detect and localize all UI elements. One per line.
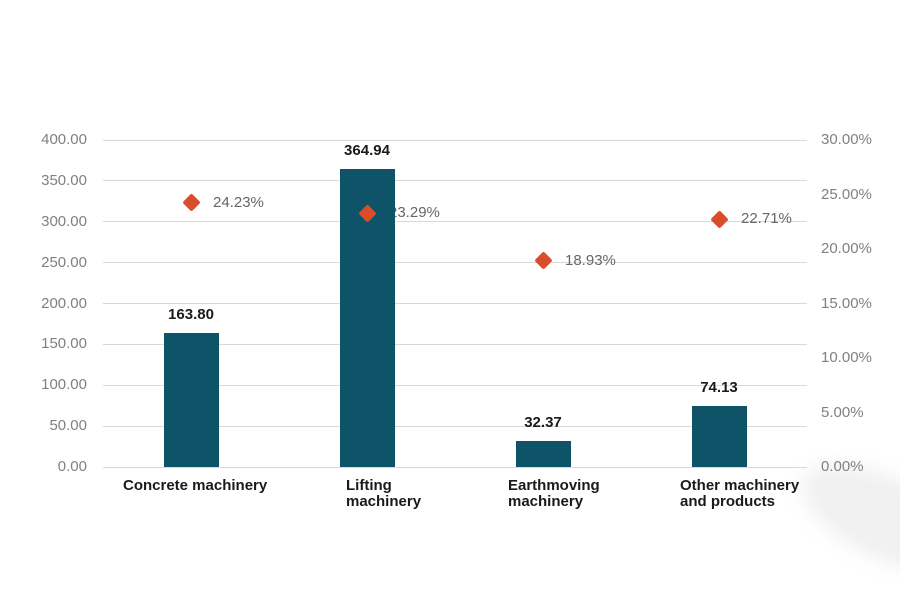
left-axis-tick-label: 200.00 (41, 294, 87, 312)
gridline (103, 425, 807, 427)
bar-3 (691, 406, 747, 467)
category-label: Concrete machinery (123, 477, 268, 494)
left-axis-tick-label: 150.00 (41, 335, 87, 353)
right-axis-tick-label: 20.00% (821, 240, 872, 257)
marker-value-label: 22.71% (741, 210, 792, 228)
bar-value-label: 32.37 (524, 413, 562, 431)
bar-value-label: 364.94 (344, 141, 390, 159)
diamond-marker (709, 210, 729, 229)
bar-value-label: 74.13 (700, 379, 738, 397)
left-axis-tick-label: 300.00 (41, 212, 87, 230)
bar-value-label: 163.80 (168, 306, 214, 324)
right-axis-tick-label: 15.00% (821, 294, 872, 312)
left-axis-tick-label: 50.00 (49, 417, 87, 435)
marker-value-label: 24.23% (213, 193, 264, 211)
gridline (103, 221, 807, 223)
right-axis-tick-label: 30.00% (821, 131, 872, 148)
left-axis-tick-label: 250.00 (41, 253, 87, 271)
gridline (103, 466, 807, 468)
right-axis-tick-label: 0.00% (821, 458, 864, 475)
gridline (103, 303, 807, 304)
marker-value-label: 23.29% (389, 204, 440, 222)
diamond-marker (181, 193, 201, 213)
left-axis-tick-label: 400.00 (41, 131, 87, 148)
left-axis-tick-label: 350.00 (41, 171, 87, 189)
left-axis-tick-label: 0.00 (57, 458, 87, 475)
right-axis-tick-label: 10.00% (821, 349, 872, 366)
marker-value-label: 18.93% (565, 251, 616, 269)
bar-2 (515, 440, 571, 467)
gridline (103, 139, 807, 141)
gridline (103, 384, 807, 386)
gridline (103, 343, 807, 345)
right-axis-tick-label: 5.00% (821, 403, 864, 421)
left-axis-tick-label: 100.00 (41, 376, 87, 394)
category-label: Earthmoving machinery (508, 477, 600, 510)
category-label: Lifting machinery (346, 477, 422, 510)
gridline (103, 262, 807, 264)
category-label: Other machinery and products (680, 477, 800, 510)
gridline (103, 180, 807, 182)
bar-0 (163, 333, 219, 467)
right-axis-tick-label: 25.00% (821, 185, 872, 203)
diamond-marker (533, 251, 553, 270)
